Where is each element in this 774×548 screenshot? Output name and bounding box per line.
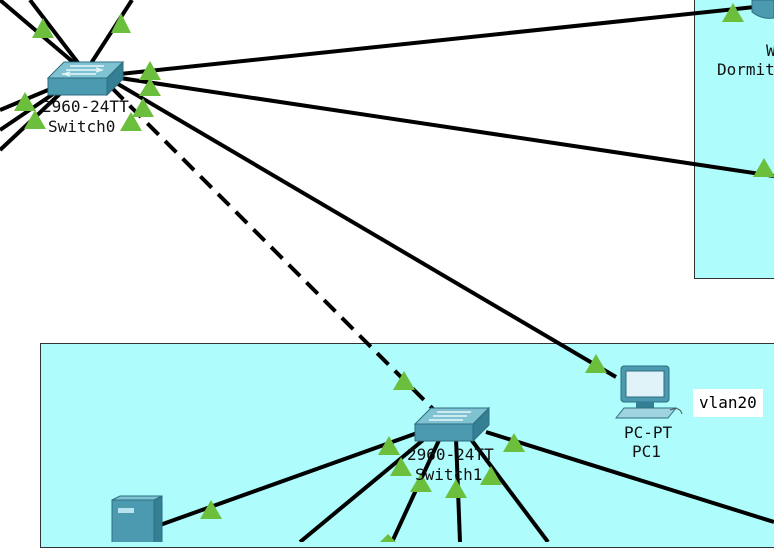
switch-icon bbox=[413, 406, 491, 443]
switch0-model-label: 2960-24TT bbox=[42, 97, 129, 116]
link-switch0-pc1[interactable] bbox=[116, 82, 618, 379]
port-status-triangle-icon bbox=[14, 92, 36, 111]
port-status-triangle-icon bbox=[393, 371, 415, 390]
pc-icon bbox=[614, 365, 683, 419]
server-icon bbox=[111, 495, 163, 542]
switch1-name-label: Switch1 bbox=[415, 465, 483, 484]
link-switch0-dormitory[interactable] bbox=[119, 3, 774, 76]
server-device[interactable] bbox=[111, 495, 163, 542]
link-switch0-dormitory-2[interactable] bbox=[119, 76, 774, 178]
dormitory-area bbox=[694, 0, 774, 279]
link-switch0-b[interactable] bbox=[28, 0, 84, 70]
port-status-triangle-icon bbox=[390, 457, 412, 476]
port-status-triangle-icon bbox=[378, 436, 400, 455]
port-status-triangle-icon bbox=[111, 13, 131, 33]
port-indicators bbox=[14, 3, 774, 542]
pc1-model-label: PC-PT bbox=[624, 423, 673, 442]
port-status-triangle-icon bbox=[139, 61, 161, 80]
port-status-triangle-icon bbox=[132, 98, 154, 117]
port-status-triangle-icon bbox=[410, 473, 432, 492]
switch1-model-label: 2960-24TT bbox=[407, 445, 494, 464]
link-switch1-server[interactable] bbox=[159, 430, 421, 527]
port-status-triangle-icon bbox=[120, 112, 142, 131]
pc1-device[interactable] bbox=[614, 365, 683, 419]
port-status-triangle-icon bbox=[722, 3, 744, 22]
port-status-triangle-icon bbox=[24, 110, 46, 129]
port-status-triangle-icon bbox=[503, 433, 525, 452]
link-switch1-e[interactable] bbox=[485, 430, 774, 524]
dormitory-device[interactable] bbox=[751, 0, 774, 19]
switch-icon bbox=[46, 60, 125, 97]
link-switch0-switch1[interactable] bbox=[110, 86, 438, 414]
port-status-triangle-icon bbox=[32, 18, 54, 38]
dormitory-device-label: W bbox=[766, 41, 774, 60]
port-status-triangle-icon bbox=[753, 158, 774, 177]
port-status-triangle-icon bbox=[585, 354, 607, 373]
switch1-device[interactable] bbox=[413, 406, 491, 443]
port-status-triangle-icon bbox=[480, 466, 502, 485]
port-status-triangle-icon bbox=[380, 534, 396, 542]
dormitory-label: Dormit bbox=[717, 60, 774, 79]
port-status-triangle-icon bbox=[445, 479, 467, 498]
link-switch1-d[interactable] bbox=[468, 436, 550, 542]
port-status-triangle-icon bbox=[139, 78, 161, 96]
vlan-note[interactable]: vlan20 bbox=[693, 389, 763, 417]
pc1-name-label: PC1 bbox=[632, 442, 661, 461]
switch0-name-label: Switch0 bbox=[48, 117, 116, 136]
link-switch1-a[interactable] bbox=[298, 434, 430, 542]
switch0-device[interactable] bbox=[46, 60, 125, 97]
port-status-triangle-icon bbox=[200, 500, 222, 519]
link-switch0-c[interactable] bbox=[86, 0, 134, 70]
